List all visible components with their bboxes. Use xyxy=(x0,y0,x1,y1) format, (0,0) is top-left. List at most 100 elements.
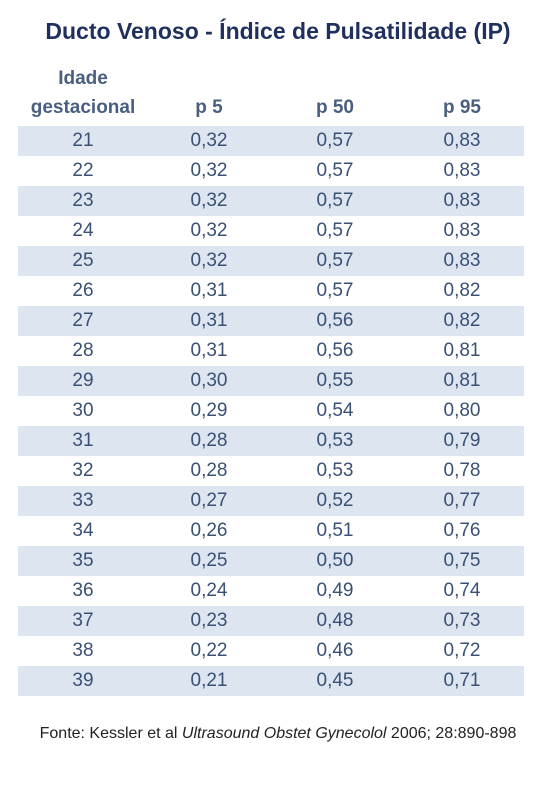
cell-p5: 0,32 xyxy=(190,220,228,241)
cell-age: 23 xyxy=(72,190,94,211)
table-header: Idade gestacional p 5 p 50 p 95 xyxy=(18,66,524,126)
table-row: 34 0,26 0,51 0,76 xyxy=(18,516,524,546)
cell-p95: 0,83 xyxy=(443,160,481,181)
cell-p50: 0,53 xyxy=(316,430,354,451)
cell-p5: 0,29 xyxy=(190,400,228,421)
source-footnote: Fonte: Kessler et al Ultrasound Obstet G… xyxy=(0,722,556,746)
cell-age: 26 xyxy=(72,280,94,301)
header-age-line2: gestacional xyxy=(30,97,136,118)
cell-p5: 0,27 xyxy=(190,490,228,511)
footnote-journal: Ultrasound Obstet Gynecolol xyxy=(181,725,387,742)
cell-p50: 0,56 xyxy=(316,310,354,331)
cell-age: 38 xyxy=(72,640,94,661)
table-row: 37 0,23 0,48 0,73 xyxy=(18,606,524,636)
header-age-line1: Idade xyxy=(58,68,108,89)
cell-p50: 0,50 xyxy=(316,550,354,571)
cell-p50: 0,53 xyxy=(316,460,354,481)
cell-p95: 0,83 xyxy=(443,130,481,151)
cell-p50: 0,54 xyxy=(316,400,354,421)
cell-p5: 0,26 xyxy=(190,520,228,541)
cell-p95: 0,81 xyxy=(443,340,481,361)
cell-p5: 0,28 xyxy=(190,430,228,451)
table-row: 23 0,32 0,57 0,83 xyxy=(18,186,524,216)
page-title: Ducto Venoso - Índice de Pulsatilidade (… xyxy=(45,18,511,44)
cell-age: 39 xyxy=(72,670,94,691)
table-row: 22 0,32 0,57 0,83 xyxy=(18,156,524,186)
table-row: 25 0,32 0,57 0,83 xyxy=(18,246,524,276)
cell-p5: 0,21 xyxy=(190,670,228,691)
cell-age: 29 xyxy=(72,370,94,391)
cell-p95: 0,83 xyxy=(443,220,481,241)
cell-p5: 0,24 xyxy=(190,580,228,601)
cell-age: 21 xyxy=(72,130,94,151)
cell-age: 27 xyxy=(72,310,94,331)
cell-p95: 0,76 xyxy=(443,520,481,541)
cell-p50: 0,57 xyxy=(316,160,354,181)
cell-p5: 0,32 xyxy=(190,250,228,271)
table-row: 35 0,25 0,50 0,75 xyxy=(18,546,524,576)
cell-p50: 0,45 xyxy=(316,670,354,691)
cell-age: 33 xyxy=(72,490,94,511)
cell-p95: 0,80 xyxy=(443,400,481,421)
cell-p50: 0,57 xyxy=(316,130,354,151)
cell-p95: 0,82 xyxy=(443,280,481,301)
header-p95: p 95 xyxy=(442,97,482,118)
cell-p50: 0,55 xyxy=(316,370,354,391)
cell-p5: 0,23 xyxy=(190,610,228,631)
cell-p50: 0,51 xyxy=(316,520,354,541)
cell-age: 34 xyxy=(72,520,94,541)
table-row: 30 0,29 0,54 0,80 xyxy=(18,396,524,426)
cell-age: 30 xyxy=(72,400,94,421)
footnote-prefix: Fonte: Kessler et al xyxy=(39,725,182,742)
cell-p5: 0,22 xyxy=(190,640,228,661)
table-row: 26 0,31 0,57 0,82 xyxy=(18,276,524,306)
cell-p5: 0,32 xyxy=(190,130,228,151)
cell-p5: 0,31 xyxy=(190,280,228,301)
header-p5: p 5 xyxy=(195,97,223,118)
cell-p50: 0,57 xyxy=(316,250,354,271)
table-row: 29 0,30 0,55 0,81 xyxy=(18,366,524,396)
cell-age: 28 xyxy=(72,340,94,361)
cell-p50: 0,56 xyxy=(316,340,354,361)
cell-p95: 0,74 xyxy=(443,580,481,601)
cell-p50: 0,57 xyxy=(316,280,354,301)
cell-p95: 0,78 xyxy=(443,460,481,481)
cell-age: 35 xyxy=(72,550,94,571)
table-row: 31 0,28 0,53 0,79 xyxy=(18,426,524,456)
cell-age: 32 xyxy=(72,460,94,481)
table-row: 24 0,32 0,57 0,83 xyxy=(18,216,524,246)
cell-p95: 0,73 xyxy=(443,610,481,631)
footnote-suffix: 2006; 28:890-898 xyxy=(386,725,517,742)
cell-p50: 0,49 xyxy=(316,580,354,601)
cell-age: 36 xyxy=(72,580,94,601)
cell-p5: 0,31 xyxy=(190,340,228,361)
percentile-table: Idade gestacional p 5 p 50 p 95 21 0,32 0,… xyxy=(18,66,524,696)
cell-p5: 0,32 xyxy=(190,160,228,181)
cell-age: 37 xyxy=(72,610,94,631)
cell-p5: 0,28 xyxy=(190,460,228,481)
cell-p50: 0,57 xyxy=(316,190,354,211)
cell-p5: 0,25 xyxy=(190,550,228,571)
table-body: 21 0,32 0,57 0,83 22 0,32 0,57 0,83 23 0,32 0,57 0,… xyxy=(18,126,524,696)
cell-p95: 0,81 xyxy=(443,370,481,391)
cell-p5: 0,32 xyxy=(190,190,228,211)
cell-p95: 0,79 xyxy=(443,430,481,451)
cell-p5: 0,30 xyxy=(190,370,228,391)
cell-age: 25 xyxy=(72,250,94,271)
cell-age: 22 xyxy=(72,160,94,181)
table-row: 21 0,32 0,57 0,83 xyxy=(18,126,524,156)
table-row: 28 0,31 0,56 0,81 xyxy=(18,336,524,366)
cell-p95: 0,72 xyxy=(443,640,481,661)
table-row: 27 0,31 0,56 0,82 xyxy=(18,306,524,336)
cell-p95: 0,83 xyxy=(443,250,481,271)
cell-age: 24 xyxy=(72,220,94,241)
table-row: 38 0,22 0,46 0,72 xyxy=(18,636,524,666)
header-p50: p 50 xyxy=(315,97,355,118)
cell-p50: 0,48 xyxy=(316,610,354,631)
cell-age: 31 xyxy=(72,430,94,451)
table-row: 39 0,21 0,45 0,71 xyxy=(18,666,524,696)
cell-p95: 0,83 xyxy=(443,190,481,211)
table-row: 32 0,28 0,53 0,78 xyxy=(18,456,524,486)
table-row: 36 0,24 0,49 0,74 xyxy=(18,576,524,606)
table-row: 33 0,27 0,52 0,77 xyxy=(18,486,524,516)
